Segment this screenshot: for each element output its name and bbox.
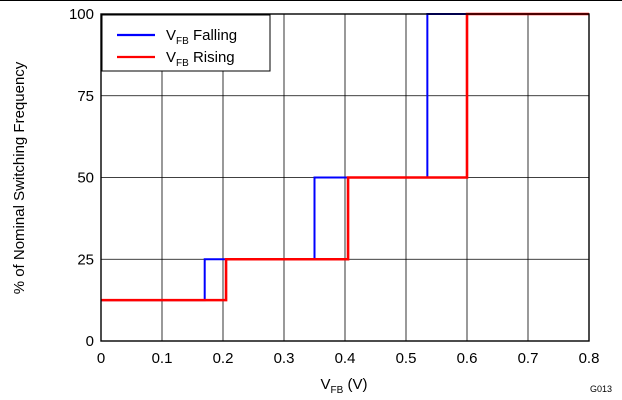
series-layer: [101, 12, 589, 302]
x-tick-label: 0.5: [396, 350, 417, 367]
figure-note: G013: [590, 384, 612, 394]
legend: VFB Falling VFB Rising: [101, 14, 271, 72]
x-tick-label: 0.2: [213, 350, 234, 367]
series-line-rising: [101, 12, 589, 302]
y-tick-label: 0: [86, 333, 94, 350]
y-tick-label: 25: [77, 251, 94, 268]
x-tick-label: 0.7: [518, 350, 539, 367]
plot-frame: [100, 13, 590, 342]
y-tick-label: 100: [69, 6, 94, 23]
x-tick-label: 0.1: [152, 350, 173, 367]
series-line-falling: [101, 13, 589, 302]
x-tick-label: 0.6: [457, 350, 478, 367]
y-tick-label: 75: [77, 88, 94, 105]
x-tick-label: 0.8: [579, 350, 600, 367]
x-axis-label: VFB (V): [321, 376, 368, 396]
y-axis-label: % of Nominal Switching Frequency: [11, 61, 28, 294]
x-tick-labels: 0 0.1 0.2 0.3 0.4 0.5 0.6 0.7 0.8: [97, 350, 600, 367]
legend-box: [101, 14, 271, 72]
legend-label-rising: VFB Rising: [166, 49, 235, 69]
x-tick-label: 0.4: [335, 350, 356, 367]
y-tick-labels: 0 25 50 75 100: [69, 6, 94, 350]
y-tick-label: 50: [77, 170, 94, 187]
legend-label-falling: VFB Falling: [166, 27, 237, 47]
x-tick-label: 0.3: [274, 350, 295, 367]
x-tick-label: 0: [97, 350, 105, 367]
